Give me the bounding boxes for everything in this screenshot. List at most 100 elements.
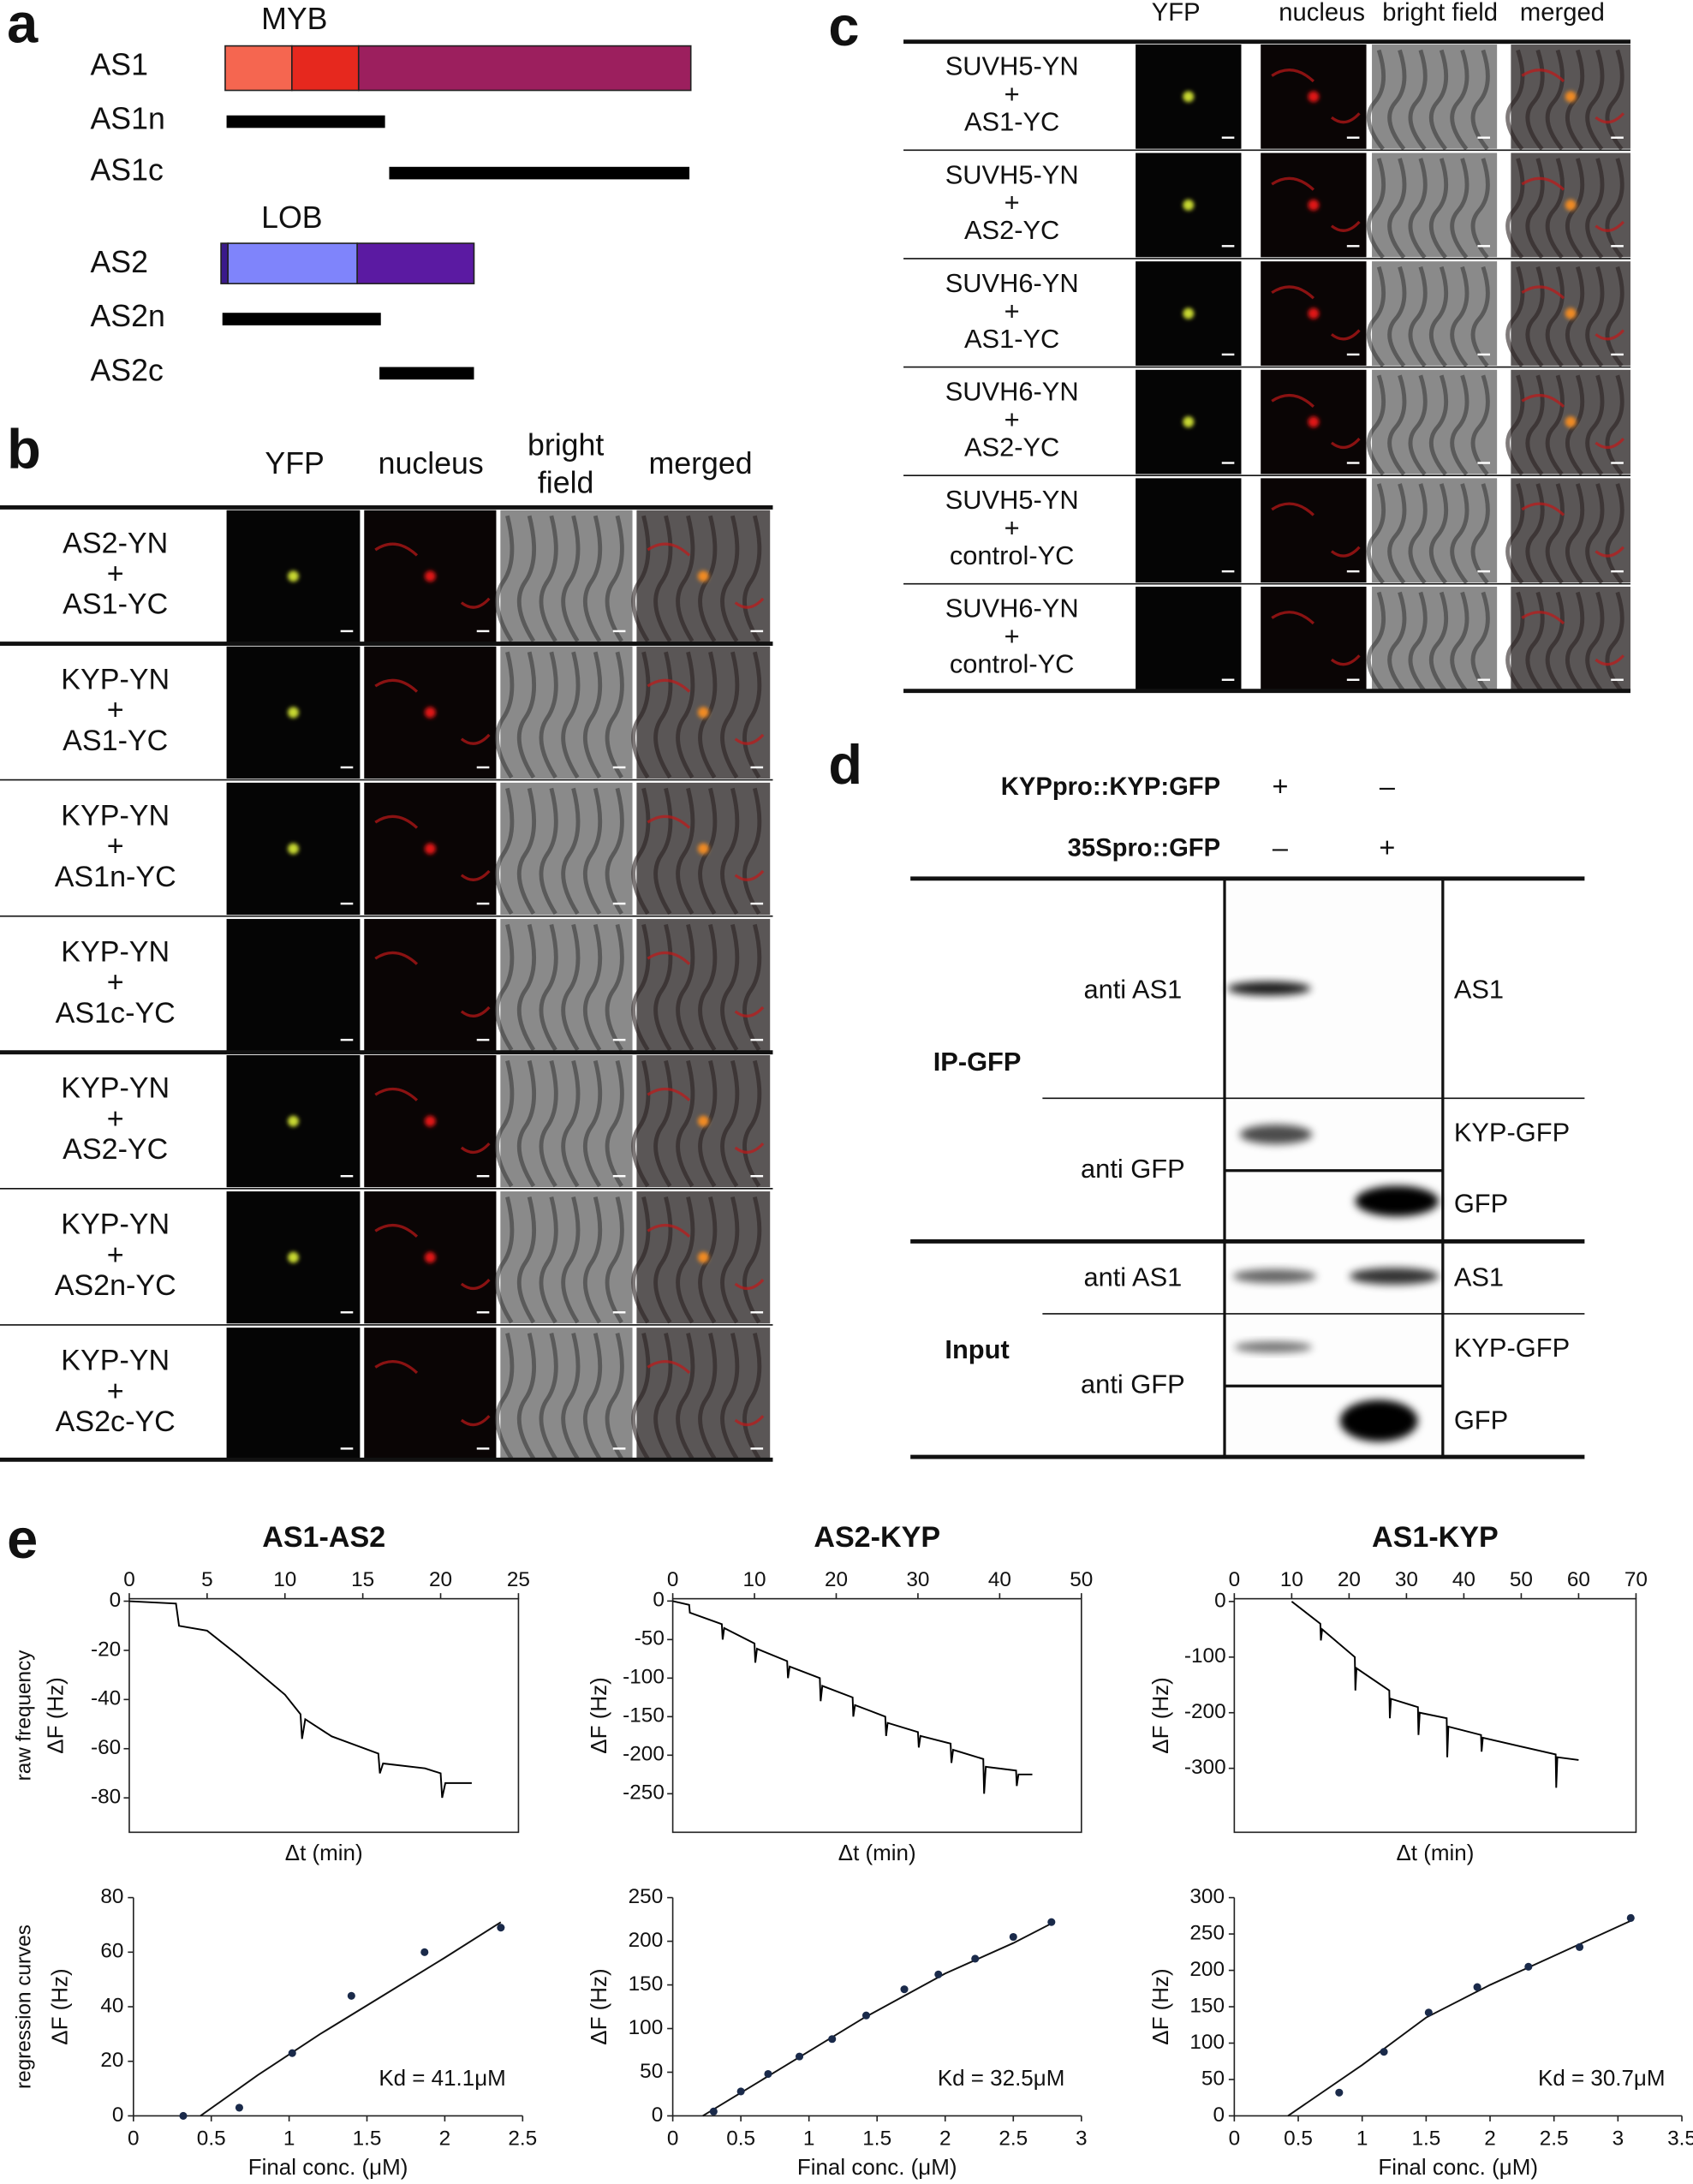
construct-label: AS2 bbox=[91, 245, 148, 279]
row-label: control-YC bbox=[950, 540, 1075, 570]
blot-band bbox=[1239, 1125, 1313, 1144]
nucleus-signal bbox=[287, 1115, 299, 1127]
point bbox=[288, 2049, 296, 2057]
micrograph bbox=[226, 1328, 361, 1460]
y-tick-label: -200 bbox=[1184, 1700, 1226, 1723]
cell-outline bbox=[1429, 591, 1449, 693]
y-tick-label: -20 bbox=[91, 1638, 121, 1661]
x-tick-label: 2.5 bbox=[999, 2127, 1028, 2150]
chloroplast bbox=[374, 1223, 491, 1291]
cell-outline bbox=[1605, 158, 1624, 260]
header-line: field bbox=[538, 466, 593, 500]
nucleus-signal bbox=[697, 570, 709, 582]
micrograph bbox=[364, 918, 497, 1052]
y-tick-label: 0 bbox=[110, 1589, 122, 1612]
chloroplast bbox=[1521, 285, 1625, 341]
column-header: nucleus bbox=[379, 446, 484, 480]
cell-outline bbox=[539, 923, 558, 1052]
cell-outline bbox=[605, 1333, 624, 1460]
nucleus-signal bbox=[1565, 199, 1577, 211]
chloroplast bbox=[647, 951, 765, 1017]
x-tick-label: 2.5 bbox=[508, 2127, 537, 2150]
construct-label: AS2n bbox=[91, 299, 165, 333]
domain bbox=[356, 242, 475, 284]
row-label: SUVH5-YN bbox=[945, 51, 1079, 81]
cell-outline bbox=[1470, 374, 1490, 476]
cell-outline bbox=[720, 787, 740, 916]
antibody-label: anti AS1 bbox=[1083, 974, 1182, 1004]
row-label: AS1-YC bbox=[964, 324, 1059, 354]
cell-outline bbox=[1450, 49, 1469, 151]
x-axis-label: Final conc. (μM) bbox=[1378, 2154, 1538, 2180]
row-label: KYP-YN bbox=[61, 1072, 170, 1105]
y-tick-label: 50 bbox=[1201, 2067, 1225, 2090]
micrograph bbox=[1136, 478, 1242, 583]
nucleus-signal bbox=[1565, 307, 1577, 319]
cell-outline bbox=[653, 923, 673, 1052]
chloroplast bbox=[1521, 393, 1625, 450]
chloroplast bbox=[647, 542, 765, 609]
row-label: control-YC bbox=[950, 649, 1075, 679]
x-tick-label: 1.5 bbox=[353, 2127, 382, 2150]
chloroplast bbox=[647, 1223, 765, 1291]
chloroplast bbox=[647, 1360, 765, 1427]
row-label: SUVH6-YN bbox=[945, 594, 1079, 624]
cell-outline bbox=[676, 787, 695, 916]
domain bbox=[220, 242, 230, 284]
x-axis-label: Final conc. (μM) bbox=[248, 2154, 408, 2180]
y-tick-label: -150 bbox=[623, 1704, 665, 1728]
panel-label: c bbox=[828, 0, 859, 57]
cell-outline bbox=[653, 1059, 673, 1188]
y-tick-label: -60 bbox=[91, 1736, 121, 1759]
fragment bbox=[379, 367, 474, 380]
cell-outline bbox=[539, 515, 558, 642]
y-axis-label: ΔF (Hz) bbox=[1148, 1968, 1173, 2044]
cell-outline bbox=[742, 1333, 762, 1460]
point bbox=[1473, 1983, 1481, 1991]
y-tick-label: 150 bbox=[629, 1972, 664, 1996]
x-axis-label: Δt (min) bbox=[285, 1840, 363, 1865]
x-tick-label: 2.5 bbox=[1540, 2127, 1569, 2150]
sign: + bbox=[1379, 832, 1395, 862]
header-line: bright bbox=[528, 428, 604, 462]
cell-outline bbox=[631, 1059, 651, 1188]
cell-outline bbox=[583, 1196, 603, 1324]
cell-outline bbox=[561, 1196, 581, 1324]
cell-outline bbox=[495, 787, 515, 916]
cell-outline bbox=[605, 651, 624, 779]
cell-outline bbox=[698, 1333, 718, 1460]
y-tick-label: -80 bbox=[91, 1786, 121, 1809]
chloroplast bbox=[1521, 176, 1625, 232]
chloroplast bbox=[647, 678, 765, 745]
cell-outline bbox=[676, 651, 695, 779]
cell-outline bbox=[1605, 266, 1624, 367]
micrograph bbox=[1136, 586, 1242, 691]
cell-outline bbox=[539, 651, 558, 779]
cell-outline bbox=[1585, 266, 1605, 367]
group-label: Input bbox=[945, 1334, 1009, 1364]
x-tick-label: 0 bbox=[1229, 1568, 1241, 1591]
row-label: + bbox=[107, 966, 124, 999]
cell-outline bbox=[583, 787, 603, 916]
chloroplast bbox=[1271, 393, 1361, 450]
cell-outline bbox=[1585, 158, 1605, 260]
cell-outline bbox=[495, 515, 515, 642]
cell-outline bbox=[1408, 158, 1428, 260]
cell-outline bbox=[1387, 374, 1407, 476]
x-tick-label: 30 bbox=[1395, 1568, 1418, 1591]
cell-outline bbox=[605, 787, 624, 916]
cell-outline bbox=[1505, 158, 1525, 260]
cell-outline bbox=[1565, 591, 1585, 693]
point bbox=[1009, 1932, 1017, 1942]
point bbox=[1576, 1942, 1584, 1951]
domain bbox=[227, 242, 358, 284]
cell-outline bbox=[516, 923, 537, 1052]
panel-label: b bbox=[7, 417, 41, 480]
cell-outline bbox=[1585, 591, 1605, 693]
cell-outline bbox=[1565, 374, 1585, 476]
cell-outline bbox=[720, 1196, 740, 1324]
nucleus-signal bbox=[1308, 199, 1320, 211]
cell-outline bbox=[1545, 483, 1565, 585]
panel-label: e bbox=[7, 1507, 38, 1570]
